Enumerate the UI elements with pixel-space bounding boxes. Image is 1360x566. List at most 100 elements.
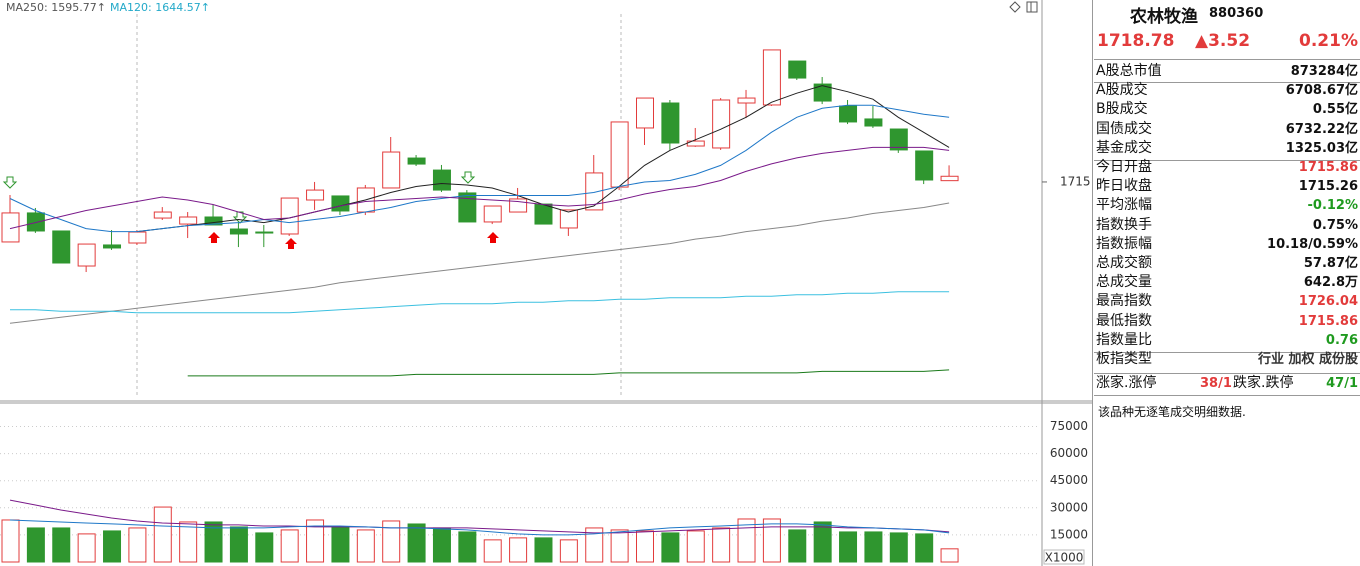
volume-bar xyxy=(737,518,756,563)
candle-body xyxy=(839,105,858,123)
volume-bar xyxy=(128,527,147,563)
separator xyxy=(1094,160,1360,161)
volume-bar xyxy=(915,533,934,563)
row-value: 873284亿 xyxy=(1290,64,1358,79)
candle-body xyxy=(610,121,629,188)
sell-signal xyxy=(460,171,476,184)
quote-row: 总成交量 642.8万 xyxy=(1096,273,1358,292)
candle-body xyxy=(382,151,401,189)
quote-row: B股成交 0.55亿 xyxy=(1096,100,1358,119)
candle-body xyxy=(432,169,451,191)
buy-signal xyxy=(487,232,499,243)
sell-signal xyxy=(2,176,18,189)
row-label: 指数振幅 xyxy=(1096,235,1152,252)
row-label: 今日开盘 xyxy=(1096,159,1152,175)
candle-body xyxy=(458,192,477,223)
row-label: 国债成交 xyxy=(1096,120,1152,137)
volume-bar xyxy=(788,529,807,563)
row-label: 指数换手 xyxy=(1096,216,1152,233)
quote-row: 平均涨幅 -0.12% xyxy=(1096,196,1358,215)
chart: X1000 1715 MA250: 1595.77↑ MA120: 1644.57↑… xyxy=(0,0,1093,566)
volume-bar xyxy=(204,521,223,563)
row-value: 0.55亿 xyxy=(1312,102,1358,118)
candle-body xyxy=(128,231,147,244)
candle-body xyxy=(103,244,122,249)
breadth-label: 跌家.跌停 xyxy=(1233,375,1294,391)
quote-row: 国债成交 6732.22亿 xyxy=(1096,120,1358,139)
quote-row: A股总市值 873284亿 xyxy=(1096,62,1358,81)
volume-bar xyxy=(940,548,959,563)
row-value: 行业 加权 成份股 xyxy=(1257,352,1358,367)
row-label: 总成交额 xyxy=(1096,255,1152,271)
quote-row: 总成交额 57.87亿 xyxy=(1096,254,1358,273)
volume-bar xyxy=(889,532,908,563)
volume-bar xyxy=(686,530,705,563)
buy-signal xyxy=(285,238,297,249)
row-label: 板指类型 xyxy=(1096,351,1152,367)
y-tick-label: 15000 xyxy=(1050,527,1088,541)
volume-bar xyxy=(458,531,477,563)
volume-ma-line xyxy=(9,499,950,534)
separator xyxy=(1094,82,1360,83)
candle-body xyxy=(915,150,934,181)
candle-body xyxy=(737,97,756,104)
row-value: 1715.86 xyxy=(1298,313,1358,329)
separator xyxy=(1094,352,1360,353)
candle-body xyxy=(229,228,248,235)
candle-body xyxy=(940,175,959,182)
row-value: 10.18/0.59% xyxy=(1267,236,1358,252)
row-value: 642.8万 xyxy=(1303,275,1358,291)
volume-bar xyxy=(255,532,274,563)
breadth-value: 47/1 xyxy=(1326,376,1358,391)
ma-line xyxy=(10,291,950,314)
candle-body xyxy=(483,205,502,223)
diamond-icon[interactable] xyxy=(1009,1,1021,13)
stock-name: 农林牧渔 xyxy=(1130,7,1198,27)
volume-bar xyxy=(585,527,604,563)
candle-body xyxy=(762,49,781,106)
volume-bar xyxy=(77,533,96,563)
quote-row: 今日开盘 1715.86 xyxy=(1096,158,1358,177)
y-tick-label: 45000 xyxy=(1050,473,1088,487)
volume-bar xyxy=(813,521,832,563)
volume-bar xyxy=(636,530,654,563)
volume-bar xyxy=(306,519,325,563)
candle-body xyxy=(889,128,908,151)
toolbar-icons[interactable] xyxy=(1009,1,1038,13)
volume-bar xyxy=(432,527,451,563)
separator xyxy=(1094,395,1360,396)
quote-row: 最低指数 1715.86 xyxy=(1096,312,1358,331)
quote-row: 基金成交 1325.03亿 xyxy=(1096,139,1358,158)
row-value: 1715.86 xyxy=(1298,160,1358,175)
volume-bar xyxy=(26,527,45,563)
volume-bar xyxy=(762,518,781,563)
quote-row: 最高指数 1726.04 xyxy=(1096,292,1358,311)
row-value: 6732.22亿 xyxy=(1285,121,1358,137)
breadth-value: 38/1 xyxy=(1200,376,1232,391)
volume-bar xyxy=(229,526,248,563)
quote-row: 昨日收盘 1715.26 xyxy=(1096,177,1358,196)
candle-body xyxy=(585,172,604,211)
ma-line xyxy=(187,369,950,377)
volume-bar xyxy=(839,531,858,563)
row-label: 基金成交 xyxy=(1096,139,1152,156)
quote-row: 指数换手 0.75% xyxy=(1096,216,1358,235)
quote-row: 指数量比 0.76 xyxy=(1096,331,1358,350)
row-value: 0.76 xyxy=(1325,332,1358,348)
volume-bar xyxy=(559,539,578,563)
y-tick-label: 60000 xyxy=(1050,446,1088,460)
row-label: A股总市值 xyxy=(1096,63,1162,79)
window-icon[interactable] xyxy=(1026,1,1038,13)
row-label: 昨日收盘 xyxy=(1096,178,1152,195)
breadth-label: 涨家.涨停 xyxy=(1096,375,1157,391)
row-value: 1726.04 xyxy=(1298,294,1358,310)
ma-line xyxy=(9,202,950,324)
candle-body xyxy=(864,118,883,127)
volume-bar xyxy=(153,506,172,563)
candle-body xyxy=(306,189,325,201)
quote-row: 板指类型 行业 加权 成份股 xyxy=(1096,350,1358,369)
candle-body xyxy=(534,203,553,225)
breadth-row: 涨家.涨停 38/1 跌家.跌停 47/1 xyxy=(1096,374,1358,393)
stock-code: 880360 xyxy=(1209,6,1264,21)
